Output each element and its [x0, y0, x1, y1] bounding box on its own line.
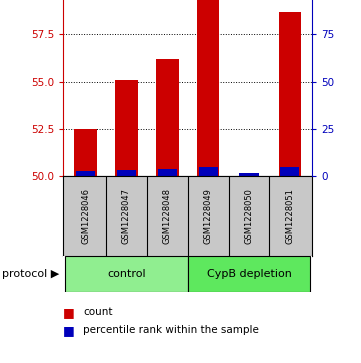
- Bar: [197, 0, 219, 176]
- Text: GSM1228051: GSM1228051: [285, 188, 294, 244]
- Text: ■: ■: [63, 324, 75, 337]
- Bar: [76, 171, 95, 176]
- Text: control: control: [107, 269, 146, 279]
- Bar: [279, 12, 301, 176]
- Bar: [158, 168, 177, 176]
- Bar: [199, 167, 218, 176]
- Bar: [74, 129, 97, 176]
- Text: GSM1228050: GSM1228050: [244, 188, 253, 244]
- Text: protocol ▶: protocol ▶: [2, 269, 60, 279]
- Text: ■: ■: [63, 306, 75, 319]
- Bar: [156, 59, 179, 176]
- Bar: [239, 173, 258, 176]
- Text: GSM1228049: GSM1228049: [204, 188, 213, 244]
- Bar: [280, 167, 299, 176]
- Bar: [117, 170, 136, 176]
- Bar: [115, 80, 138, 176]
- Text: GSM1228047: GSM1228047: [122, 188, 131, 244]
- Text: GSM1228048: GSM1228048: [163, 188, 172, 244]
- Text: percentile rank within the sample: percentile rank within the sample: [83, 325, 259, 335]
- Bar: [188, 256, 310, 292]
- Text: CypB depletion: CypB depletion: [206, 269, 291, 279]
- Text: GSM1228046: GSM1228046: [81, 188, 90, 244]
- Bar: [65, 256, 188, 292]
- Text: count: count: [83, 307, 113, 317]
